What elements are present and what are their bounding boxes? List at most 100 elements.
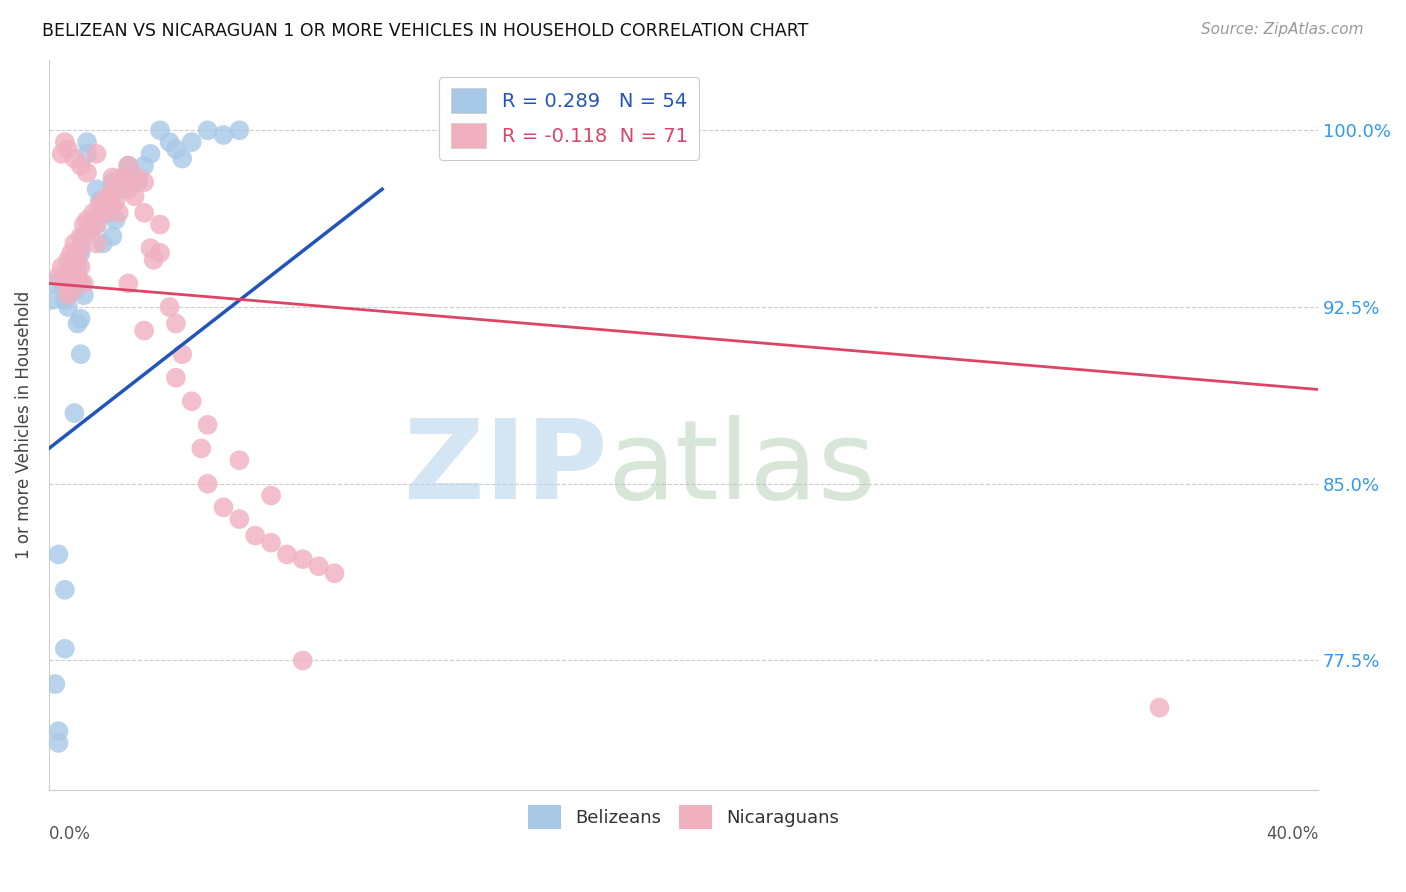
Point: [76, 135, 98, 149]
Point: [79, 222, 101, 236]
Point: [51, 146, 73, 161]
Point: [86, 146, 108, 161]
Point: [107, 182, 129, 196]
Point: [228, 123, 250, 137]
Point: [60, 245, 83, 260]
Point: [197, 123, 219, 137]
Point: [76, 212, 98, 227]
Point: [69, 260, 91, 274]
Text: Source: ZipAtlas.com: Source: ZipAtlas.com: [1201, 22, 1364, 37]
Point: [86, 236, 108, 251]
Point: [53, 135, 76, 149]
Point: [66, 260, 89, 274]
Point: [101, 199, 124, 213]
Point: [101, 182, 124, 196]
Text: ZIP: ZIP: [404, 415, 607, 522]
Point: [121, 166, 143, 180]
Point: [124, 189, 146, 203]
Point: [94, 206, 117, 220]
Point: [82, 206, 104, 220]
Point: [63, 152, 86, 166]
Point: [149, 123, 172, 137]
Point: [94, 199, 117, 213]
Point: [139, 241, 162, 255]
Point: [86, 218, 108, 232]
Point: [41, 293, 63, 307]
Text: atlas: atlas: [607, 415, 876, 522]
Point: [212, 500, 235, 515]
Point: [89, 199, 111, 213]
Point: [117, 277, 139, 291]
Point: [53, 293, 76, 307]
Point: [139, 146, 162, 161]
Point: [117, 159, 139, 173]
Point: [212, 128, 235, 142]
Point: [159, 300, 181, 314]
Point: [114, 170, 136, 185]
Point: [291, 552, 314, 566]
Point: [291, 653, 314, 667]
Point: [117, 159, 139, 173]
Point: [63, 284, 86, 298]
Point: [60, 265, 83, 279]
Point: [63, 265, 86, 279]
Point: [104, 194, 127, 208]
Point: [73, 288, 96, 302]
Point: [63, 236, 86, 251]
Point: [44, 677, 66, 691]
Point: [276, 548, 298, 562]
Point: [56, 252, 79, 267]
Point: [48, 548, 70, 562]
Point: [111, 170, 134, 185]
Point: [190, 442, 212, 456]
Point: [323, 566, 346, 581]
Point: [53, 641, 76, 656]
Point: [91, 194, 114, 208]
Point: [51, 277, 73, 291]
Point: [165, 142, 187, 156]
Point: [76, 166, 98, 180]
Point: [60, 284, 83, 298]
Point: [159, 135, 181, 149]
Point: [104, 212, 127, 227]
Point: [69, 159, 91, 173]
Point: [172, 152, 194, 166]
Point: [245, 528, 267, 542]
Point: [79, 222, 101, 236]
Point: [308, 559, 330, 574]
Point: [260, 489, 283, 503]
Point: [91, 236, 114, 251]
Point: [149, 245, 172, 260]
Point: [101, 170, 124, 185]
Point: [165, 317, 187, 331]
Point: [89, 194, 111, 208]
Point: [66, 317, 89, 331]
Point: [101, 175, 124, 189]
Point: [101, 229, 124, 244]
Point: [60, 269, 83, 284]
Point: [127, 175, 149, 189]
Y-axis label: 1 or more Vehicles in Household: 1 or more Vehicles in Household: [15, 291, 32, 559]
Point: [180, 394, 202, 409]
Point: [228, 512, 250, 526]
Point: [66, 252, 89, 267]
Point: [69, 241, 91, 255]
Point: [73, 277, 96, 291]
Text: 40.0%: 40.0%: [1265, 825, 1319, 844]
Point: [260, 535, 283, 549]
Point: [63, 406, 86, 420]
Point: [48, 736, 70, 750]
Point: [66, 269, 89, 284]
Point: [69, 229, 91, 244]
Point: [73, 229, 96, 244]
Point: [98, 189, 121, 203]
Point: [117, 182, 139, 196]
Point: [134, 206, 156, 220]
Point: [172, 347, 194, 361]
Point: [197, 417, 219, 432]
Point: [48, 269, 70, 284]
Point: [69, 245, 91, 260]
Point: [98, 206, 121, 220]
Point: [69, 311, 91, 326]
Point: [48, 724, 70, 739]
